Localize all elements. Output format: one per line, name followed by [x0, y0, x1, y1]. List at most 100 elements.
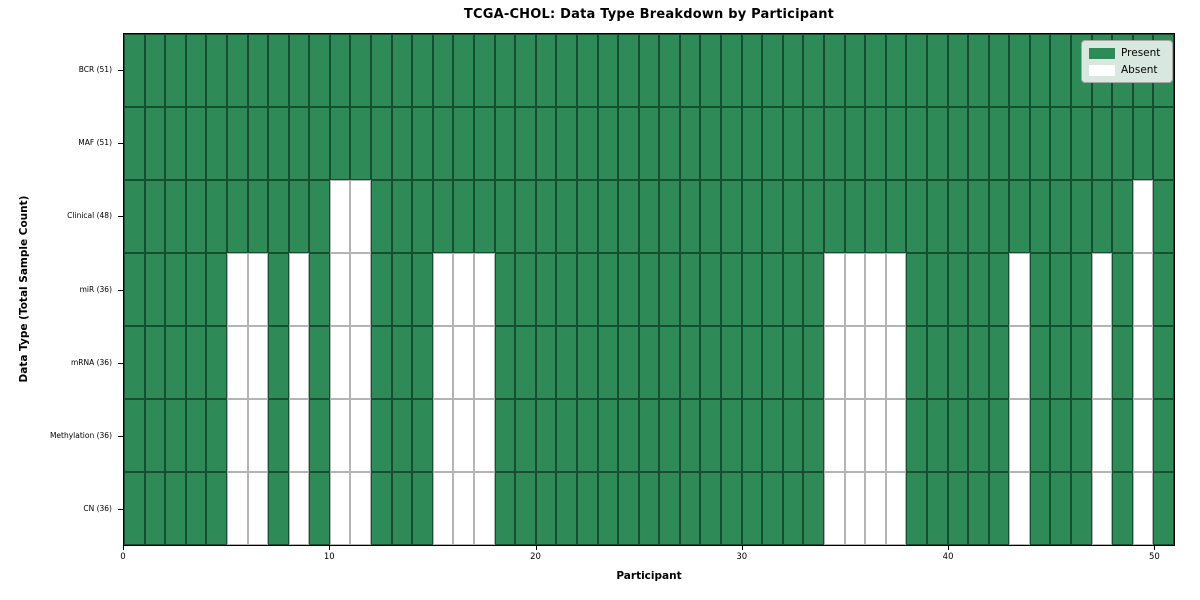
heatmap-cell-bcr-p36 — [865, 34, 886, 107]
heatmap-cell-cn-p2 — [165, 472, 186, 545]
heatmap-cell-maf-p22 — [576, 107, 598, 180]
heatmap-cell-cn-p41 — [968, 472, 989, 545]
heatmap-cell-clinical-p34 — [824, 180, 845, 253]
x-tick-mark — [741, 546, 743, 550]
heatmap-cell-clinical-p27 — [679, 180, 701, 253]
heatmap-cell-maf-p0 — [124, 107, 145, 180]
heatmap-cell-clinical-p28 — [700, 180, 722, 253]
heatmap-cell-bcr-p31 — [762, 34, 783, 107]
heatmap-cell-maf-p48 — [1112, 107, 1133, 180]
heatmap-cell-cn-p37 — [885, 472, 907, 545]
heatmap-cell-mir-p2 — [165, 253, 186, 326]
heatmap-cell-mrna-p42 — [988, 326, 1010, 399]
heatmap-cell-clinical-p13 — [391, 180, 413, 253]
heatmap-cell-bcr-p29 — [721, 34, 742, 107]
y-tick-label-maf: MAF (51) — [78, 137, 112, 147]
heatmap-cell-mrna-p33 — [803, 326, 824, 399]
heatmap-cell-maf-p10 — [329, 107, 351, 180]
heatmap-cell-bcr-p39 — [926, 34, 948, 107]
x-axis-title: Participant — [616, 570, 682, 582]
heatmap-cell-clinical-p44 — [1029, 180, 1051, 253]
heatmap-cell-maf-p38 — [906, 107, 927, 180]
heatmap-cell-methylation-p32 — [782, 399, 804, 472]
heatmap-cell-mir-p17 — [474, 253, 495, 326]
heatmap-cell-maf-p9 — [309, 107, 330, 180]
heatmap-cell-mir-p41 — [968, 253, 989, 326]
heatmap-cell-clinical-p11 — [350, 180, 372, 253]
heatmap-cell-cn-p42 — [988, 472, 1010, 545]
heatmap-cell-bcr-p22 — [576, 34, 598, 107]
heatmap-cell-mrna-p12 — [371, 326, 392, 399]
heatmap-cell-mrna-p45 — [1050, 326, 1072, 399]
heatmap-cell-mir-p36 — [865, 253, 886, 326]
heatmap-cell-maf-p43 — [1009, 107, 1030, 180]
heatmap-cell-methylation-p39 — [926, 399, 948, 472]
heatmap-cell-cn-p9 — [309, 472, 330, 545]
heatmap-cell-cn-p21 — [556, 472, 577, 545]
heatmap-cell-maf-p45 — [1050, 107, 1072, 180]
heatmap-cell-cn-p17 — [474, 472, 495, 545]
heatmap-cell-mrna-p17 — [474, 326, 495, 399]
heatmap-cell-clinical-p21 — [556, 180, 577, 253]
heatmap-cell-bcr-p6 — [247, 34, 269, 107]
heatmap-cell-methylation-p3 — [185, 399, 207, 472]
heatmap-cell-methylation-p18 — [494, 399, 516, 472]
heatmap-cell-bcr-p2 — [165, 34, 186, 107]
heatmap-cell-methylation-p34 — [824, 399, 845, 472]
legend: Present Absent — [1081, 40, 1173, 83]
heatmap-cell-mir-p8 — [288, 253, 310, 326]
heatmap-cell-clinical-p14 — [412, 180, 433, 253]
x-tick-mark — [535, 546, 537, 550]
heatmap-cell-mrna-p34 — [824, 326, 845, 399]
y-tick-mark — [118, 289, 123, 291]
heatmap-cell-maf-p41 — [968, 107, 989, 180]
heatmap-cell-clinical-p38 — [906, 180, 927, 253]
heatmap-cell-mrna-p5 — [226, 326, 248, 399]
heatmap-cell-cn-p19 — [515, 472, 536, 545]
heatmap-cell-mir-p35 — [844, 253, 866, 326]
x-tick-mark — [948, 546, 950, 550]
heatmap-cell-maf-p8 — [288, 107, 310, 180]
heatmap-cell-bcr-p37 — [885, 34, 907, 107]
heatmap-cell-clinical-p24 — [618, 180, 639, 253]
heatmap-cell-bcr-p7 — [268, 34, 289, 107]
y-tick-label-methylation: Methylation (36) — [49, 431, 112, 441]
heatmap-cell-maf-p23 — [597, 107, 619, 180]
heatmap-cell-clinical-p30 — [741, 180, 763, 253]
heatmap-cell-methylation-p20 — [535, 399, 557, 472]
heatmap-cell-maf-p28 — [700, 107, 722, 180]
heatmap-cell-mrna-p26 — [659, 326, 680, 399]
heatmap-cell-clinical-p46 — [1071, 180, 1092, 253]
heatmap-cell-methylation-p43 — [1009, 399, 1030, 472]
heatmap-cell-cn-p26 — [659, 472, 680, 545]
heatmap-cell-bcr-p28 — [700, 34, 722, 107]
heatmap-cell-methylation-p1 — [144, 399, 166, 472]
heatmap-cell-mrna-p21 — [556, 326, 577, 399]
heatmap-cell-clinical-p5 — [226, 180, 248, 253]
heatmap-cell-cn-p4 — [206, 472, 227, 545]
heatmap-cell-bcr-p13 — [391, 34, 413, 107]
chart-title: TCGA-CHOL: Data Type Breakdown by Partic… — [463, 7, 835, 22]
heatmap-cell-mrna-p41 — [968, 326, 989, 399]
heatmap-cell-mrna-p4 — [206, 326, 227, 399]
heatmap-cell-cn-p45 — [1050, 472, 1072, 545]
heatmap-cell-mir-p15 — [432, 253, 454, 326]
heatmap-cell-bcr-p14 — [412, 34, 433, 107]
heatmap-cell-methylation-p47 — [1091, 399, 1113, 472]
heatmap-cell-mrna-p30 — [741, 326, 763, 399]
heatmap-cell-clinical-p10 — [329, 180, 351, 253]
heatmap-cell-cn-p47 — [1091, 472, 1113, 545]
heatmap-cell-methylation-p36 — [865, 399, 886, 472]
heatmap-cell-bcr-p35 — [844, 34, 866, 107]
heatmap-cell-maf-p32 — [782, 107, 804, 180]
heatmap-cell-mrna-p46 — [1071, 326, 1092, 399]
heatmap-cell-bcr-p24 — [618, 34, 639, 107]
heatmap-cell-cn-p15 — [432, 472, 454, 545]
heatmap-cell-methylation-p46 — [1071, 399, 1092, 472]
heatmap-cell-maf-p16 — [453, 107, 474, 180]
heatmap-cell-cn-p28 — [700, 472, 722, 545]
heatmap-cell-bcr-p44 — [1029, 34, 1051, 107]
heatmap-cell-mrna-p50 — [1153, 326, 1174, 399]
y-tick-label-clinical: Clinical (48) — [67, 211, 112, 221]
heatmap-cell-bcr-p42 — [988, 34, 1010, 107]
